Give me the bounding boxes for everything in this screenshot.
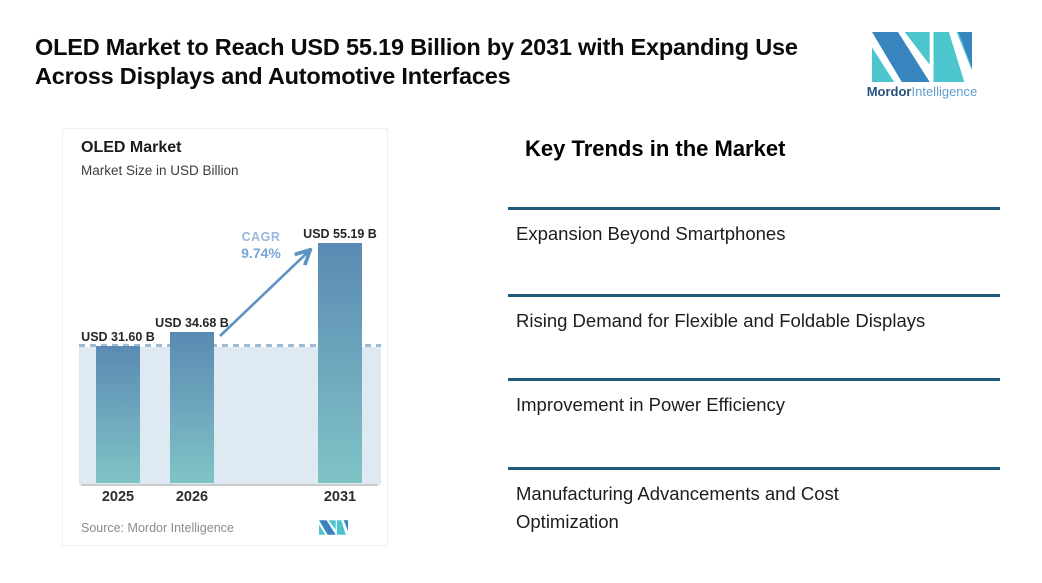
bar-value-label: USD 31.60 B <box>81 330 155 344</box>
bar-2031 <box>318 243 362 483</box>
x-axis-tick-label: 2025 <box>101 489 135 505</box>
key-trends-heading: Key Trends in the Market <box>525 136 786 161</box>
x-axis-tick-label: 2026 <box>175 489 209 505</box>
trend-divider <box>508 378 1000 381</box>
bar-2025 <box>96 346 140 483</box>
trend-divider <box>508 207 1000 210</box>
x-axis-tick-label: 2031 <box>323 489 357 505</box>
trend-item: Manufacturing Advancements and Cost Opti… <box>516 483 839 532</box>
brand-name: Mordor <box>866 84 912 99</box>
brand-wordmark: MordorIntelligence <box>864 84 980 100</box>
cagr-annotation: CAGR 9.74% <box>213 230 309 261</box>
trend-item: Rising Demand for Flexible and Foldable … <box>516 310 926 331</box>
cagr-value: 9.74% <box>241 245 281 261</box>
trend-item: Expansion Beyond Smartphones <box>516 223 786 244</box>
brand-logo: MordorIntelligence <box>864 32 980 100</box>
source-attribution: Source: Mordor Intelligence <box>81 521 234 535</box>
brand-suffix: Intelligence <box>911 84 978 99</box>
market-chart-card: OLED Market Market Size in USD Billion U… <box>62 128 388 546</box>
baseline-dashed-line <box>79 344 381 347</box>
chart-subtitle: Market Size in USD Billion <box>81 163 239 178</box>
page-title: OLED Market to Reach USD 55.19 Billion b… <box>35 34 798 89</box>
x-axis-line <box>81 484 378 486</box>
mini-brand-logo-icon <box>319 520 348 540</box>
bar-value-label: USD 55.19 B <box>303 227 377 241</box>
cagr-label: CAGR <box>241 230 281 244</box>
trend-divider <box>508 294 1000 297</box>
chart-title: OLED Market <box>81 139 182 156</box>
trend-item: Improvement in Power Efficiency <box>516 394 786 415</box>
bar-2026 <box>170 332 214 483</box>
trend-divider <box>508 467 1000 470</box>
key-trends-panel: Key Trends in the Market Expansion Beyon… <box>508 130 1000 560</box>
mordor-logo-icon <box>872 32 972 82</box>
bar-value-label: USD 34.68 B <box>155 316 229 330</box>
